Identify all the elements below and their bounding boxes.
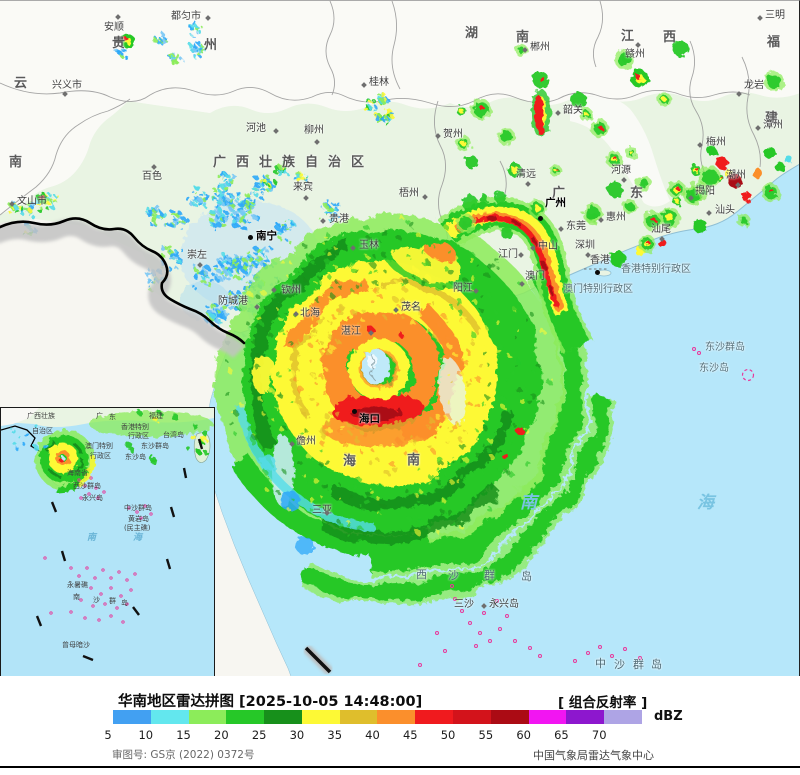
inset-map: 广西壮族 自治区广东福建 台湾岛 香港特别 行政区 澳门特别 行政区 东沙群岛 东沙岛 海南省 西沙… (0, 407, 215, 676)
colorbar-tick: 15 (176, 728, 191, 742)
colorbar-segment (301, 710, 340, 724)
map-title: 华南地区雷达拼图 [2025-10-05 14:48:00] (118, 694, 423, 710)
colorbar-tick: 45 (402, 728, 418, 742)
island-symbols (418, 347, 755, 667)
radar-echoes (7, 21, 792, 606)
colorbar-segment (339, 710, 378, 724)
national-border (0, 217, 246, 359)
colorbar-tick: 20 (214, 728, 229, 742)
colorbar-tick: 60 (516, 728, 531, 742)
colorbar-tick: 65 (554, 728, 569, 742)
bottom-rule (0, 766, 800, 768)
colorbar-segment (188, 710, 227, 724)
unit-label: dBZ (654, 709, 683, 724)
license-text: 审图号: GS京 (2022) 0372号 (112, 749, 255, 761)
colorbar-segment (150, 710, 189, 724)
colorbar (113, 710, 642, 724)
colorbar-segment (453, 710, 491, 724)
credit-text: 中国气象局雷达气象中心 (533, 749, 654, 762)
colorbar-tick: 25 (251, 728, 267, 742)
colorbar-tick: 50 (440, 728, 456, 742)
colorbar-segment (490, 710, 529, 724)
colorbar-segment (264, 710, 302, 724)
colorbar-tick: 30 (289, 728, 305, 742)
colorbar-segment (377, 710, 416, 724)
colorbar-tick: 55 (478, 728, 494, 742)
colorbar-tick: 70 (591, 728, 607, 742)
main-map: 贵州云南湖南江西福建广西壮族自治区广东海南安顺 都匀市 兴义市 桂林 河池 柳州 百色 来宾贵… (0, 0, 800, 676)
colorbar-segment (226, 710, 265, 724)
colorbar-segment (415, 710, 454, 724)
inset-canvas (1, 408, 214, 676)
colorbar-tick: 10 (138, 728, 154, 742)
legend-bar: 华南地区雷达拼图 [2025-10-05 14:48:00] [ 组合反射率 ]… (0, 676, 800, 775)
product-label: [ 组合反射率 ] (558, 695, 648, 711)
colorbar-tick: 40 (365, 728, 380, 742)
colorbar-tick: 35 (327, 728, 343, 742)
colorbar-segment (528, 710, 567, 724)
colorbar-segment (113, 710, 151, 724)
colorbar-tick: 5 (104, 728, 112, 742)
colorbar-segment (604, 710, 642, 724)
colorbar-segment (566, 710, 605, 724)
